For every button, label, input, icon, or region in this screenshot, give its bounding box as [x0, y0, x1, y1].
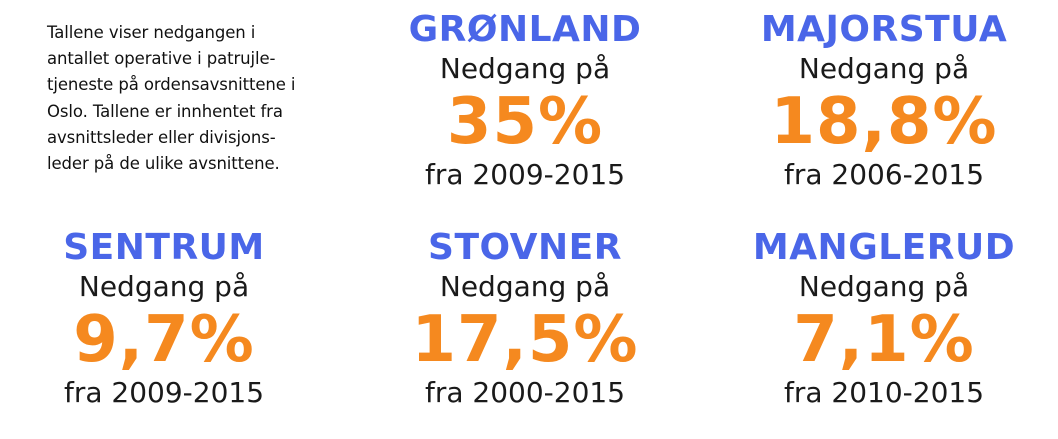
decline-period: fra 2000-2015 — [424, 376, 626, 409]
district-name: GRØNLAND — [408, 9, 642, 50]
decline-label: Nedgang på — [798, 52, 970, 85]
district-name: STOVNER — [428, 227, 622, 268]
decline-period: fra 2009-2015 — [424, 158, 626, 191]
district-card-gronland: GRØNLAND Nedgang på 35% fra 2009-2015 — [345, 8, 705, 192]
intro-line: antallet operative i patrujle- — [47, 49, 276, 69]
decline-percentage: 9,7% — [73, 303, 255, 377]
intro-line: tjeneste på ordensavsnittene i — [47, 75, 296, 95]
decline-percentage: 17,5% — [411, 303, 639, 377]
decline-label: Nedgang på — [78, 270, 250, 303]
intro-text: Tallene viser nedgangen i antallet opera… — [47, 20, 392, 177]
district-card-sentrum: SENTRUM Nedgang på 9,7% fra 2009-2015 — [0, 226, 344, 410]
intro-line: Oslo. Tallene er innhentet fra — [47, 101, 283, 121]
decline-label: Nedgang på — [439, 270, 611, 303]
intro-line: leder på de ulike avsnittene. — [47, 154, 280, 174]
district-card-manglerud: MANGLERUD Nedgang på 7,1% fra 2010-2015 — [704, 226, 1058, 410]
decline-period: fra 2010-2015 — [783, 376, 985, 409]
intro-line: Tallene viser nedgangen i — [47, 23, 256, 42]
decline-percentage: 18,8% — [770, 85, 998, 159]
district-name: MANGLERUD — [752, 227, 1016, 268]
decline-label: Nedgang på — [439, 52, 611, 85]
district-name: SENTRUM — [63, 227, 265, 268]
district-card-majorstua: MAJORSTUA Nedgang på 18,8% fra 2006-2015 — [704, 8, 1058, 192]
intro-line: avsnittsleder eller divisjons- — [47, 127, 276, 147]
decline-label: Nedgang på — [798, 270, 970, 303]
district-name: MAJORSTUA — [760, 9, 1008, 50]
decline-period: fra 2006-2015 — [783, 158, 985, 191]
decline-percentage: 7,1% — [793, 303, 975, 377]
decline-percentage: 35% — [446, 85, 604, 159]
decline-period: fra 2009-2015 — [63, 376, 265, 409]
district-card-stovner: STOVNER Nedgang på 17,5% fra 2000-2015 — [345, 226, 705, 410]
